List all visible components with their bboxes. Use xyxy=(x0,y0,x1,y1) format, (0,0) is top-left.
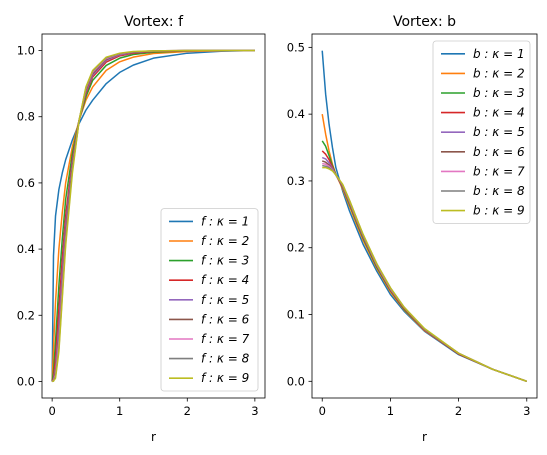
y-tick-label: 0.2 xyxy=(17,308,35,322)
y-tick-label: 0.0 xyxy=(287,374,305,388)
y-tick-label: 0.5 xyxy=(287,40,305,54)
x-tick-label: 1 xyxy=(387,404,394,418)
legend-label: f : κ = 7 xyxy=(201,332,250,346)
x-tick-label: 3 xyxy=(251,404,258,418)
x-tick-label: 1 xyxy=(116,404,123,418)
legend-label: b : κ = 1 xyxy=(473,47,525,61)
legend-label: b : κ = 4 xyxy=(473,106,525,120)
y-tick-label: 0.4 xyxy=(17,242,35,256)
legend-label: b : κ = 2 xyxy=(473,66,525,80)
x-tick-label: 0 xyxy=(319,404,326,418)
legend: b : κ = 1 b : κ = 2 b : κ = 3 b : κ = 4 b : … xyxy=(433,41,530,223)
y-tick-label: 0.0 xyxy=(17,374,35,388)
y-tick-label: 0.1 xyxy=(287,308,305,322)
legend-label: f : κ = 3 xyxy=(201,254,249,268)
y-tick-label: 1.0 xyxy=(17,44,35,58)
legend-label: f : κ = 8 xyxy=(201,352,250,366)
legend-label: f : κ = 1 xyxy=(201,214,249,228)
y-tick-label: 0.6 xyxy=(17,176,35,190)
chart-panel-b: Vortex: b 0 1 2 3 0.0 0.1 0.2 0.3 0.4 0.5 b : κ = … xyxy=(287,14,537,444)
plot-area: 0 1 2 3 0.0 0.1 0.2 0.3 0.4 0.5 b : κ = 1 b : κ = 2… xyxy=(287,34,537,418)
x-tick-label: 3 xyxy=(523,404,530,418)
y-tick-label: 0.2 xyxy=(287,241,305,255)
chart-panel-f: Vortex: f 0 1 2 3 0.0 0.2 0.4 0.6 0.8 1.0 f : κ = … xyxy=(17,14,265,444)
x-tick-label: 2 xyxy=(455,404,462,418)
x-axis-label: r xyxy=(422,430,427,444)
legend-label: f : κ = 4 xyxy=(201,273,249,287)
y-tick-label: 0.3 xyxy=(287,174,305,188)
legend-label: b : κ = 9 xyxy=(473,204,525,218)
legend-label: b : κ = 5 xyxy=(473,125,525,139)
x-axis-label: r xyxy=(151,430,156,444)
legend-label: f : κ = 6 xyxy=(201,312,250,326)
chart-title: Vortex: b xyxy=(393,14,456,30)
legend-label: f : κ = 5 xyxy=(201,293,249,307)
legend-label: f : κ = 9 xyxy=(201,371,249,385)
plot-area: 0 1 2 3 0.0 0.2 0.4 0.6 0.8 1.0 f : κ = 1 f : κ = 2… xyxy=(17,34,265,418)
y-tick-label: 0.4 xyxy=(287,107,305,121)
legend-label: b : κ = 3 xyxy=(473,86,525,100)
legend: f : κ = 1 f : κ = 2 f : κ = 3 f : κ = 4 f : … xyxy=(161,209,258,391)
legend-label: b : κ = 7 xyxy=(473,164,525,178)
y-tick-label: 0.8 xyxy=(17,110,35,124)
legend-label: b : κ = 8 xyxy=(473,184,525,198)
legend-label: b : κ = 6 xyxy=(473,145,525,159)
x-tick-label: 0 xyxy=(48,404,55,418)
x-tick-label: 2 xyxy=(184,404,191,418)
chart-title: Vortex: f xyxy=(124,14,184,30)
legend-label: f : κ = 2 xyxy=(201,234,249,248)
